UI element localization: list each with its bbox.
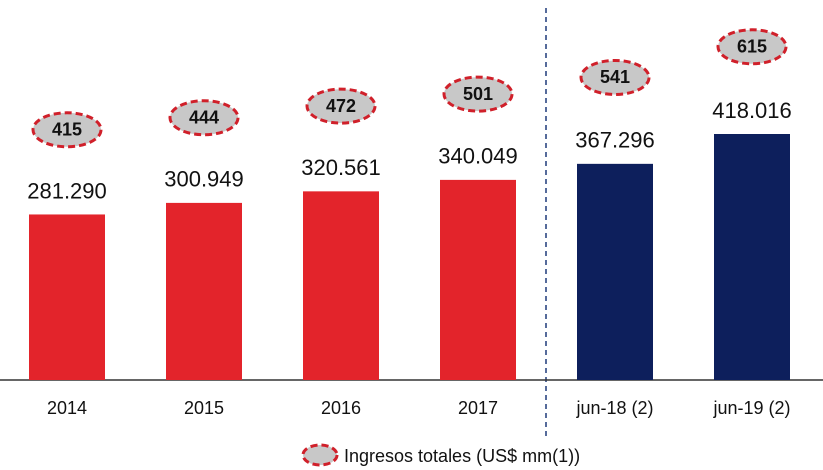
bar bbox=[29, 214, 105, 380]
value-label: 340.049 bbox=[438, 144, 518, 169]
value-label: 300.949 bbox=[164, 167, 244, 192]
revenue-bubble bbox=[579, 58, 651, 96]
revenue-label: 615 bbox=[737, 37, 767, 57]
x-tick-label: jun-18 (2) bbox=[575, 398, 653, 418]
legend-swatch bbox=[301, 443, 339, 467]
revenue-bubble bbox=[31, 111, 103, 149]
value-label: 320.561 bbox=[301, 155, 381, 180]
x-tick-label: 2015 bbox=[184, 398, 224, 418]
value-label: 281.290 bbox=[27, 178, 107, 203]
bar bbox=[577, 163, 653, 380]
revenue-label: 501 bbox=[463, 84, 493, 104]
revenue-bubble bbox=[168, 99, 240, 137]
bar bbox=[440, 179, 516, 380]
x-tick-label: 2016 bbox=[321, 398, 361, 418]
revenue-label: 444 bbox=[189, 107, 219, 127]
revenue-label: 472 bbox=[326, 96, 356, 116]
bar bbox=[303, 191, 379, 380]
x-tick-label: jun-19 (2) bbox=[712, 398, 790, 418]
legend-label: Ingresos totales (US$ mm(1)) bbox=[344, 446, 580, 466]
revenue-bubble bbox=[442, 75, 514, 113]
x-tick-label: 2014 bbox=[47, 398, 87, 418]
x-tick-label: 2017 bbox=[458, 398, 498, 418]
bar bbox=[714, 134, 790, 380]
revenue-label: 541 bbox=[600, 67, 630, 87]
bar bbox=[166, 202, 242, 380]
revenue-bubble bbox=[716, 28, 788, 66]
revenue-bubble bbox=[305, 87, 377, 125]
value-label: 418.016 bbox=[712, 98, 792, 123]
revenue-label: 415 bbox=[52, 120, 82, 140]
value-label: 367.296 bbox=[575, 128, 655, 153]
